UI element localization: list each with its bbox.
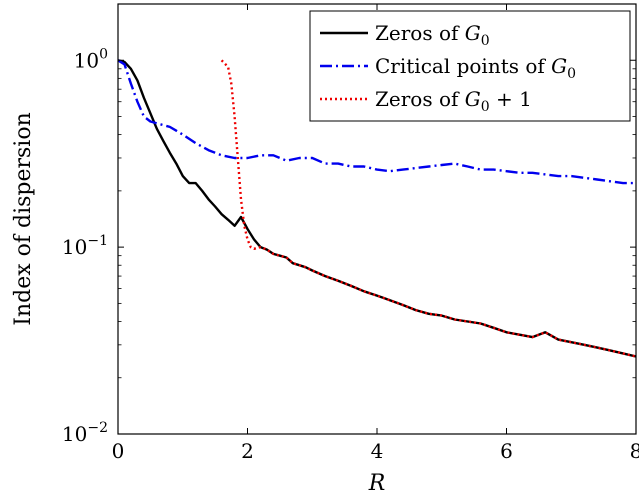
y-tick-label: 100 xyxy=(74,46,108,72)
legend-box xyxy=(309,10,631,122)
y-tick-label: 10−1 xyxy=(62,233,108,259)
y-axis-title: Index of dispersion xyxy=(11,112,36,326)
x-axis-title: R xyxy=(368,471,386,496)
legend-label-2: Critical points of G0 xyxy=(375,54,576,82)
x-tick-label: 2 xyxy=(241,439,254,463)
legend-label-1: Zeros of G0 xyxy=(375,21,490,49)
series-line-3 xyxy=(220,59,637,358)
x-tick-label: 4 xyxy=(371,439,384,463)
y-tick-label: 10−2 xyxy=(62,420,108,446)
legend-label-3: Zeros of G0 + 1 xyxy=(375,87,532,115)
series-line-2 xyxy=(117,59,636,185)
x-tick-label: 0 xyxy=(112,439,125,463)
x-tick-label: 8 xyxy=(630,439,639,463)
series-layer xyxy=(117,59,637,358)
ticks-layer: 0 2 4 6 8 10−2 10−1 100 xyxy=(62,3,639,463)
legend: Zeros of G0 Critical points of G0 Zeros of… xyxy=(309,10,631,122)
x-tick-label: 6 xyxy=(500,439,513,463)
